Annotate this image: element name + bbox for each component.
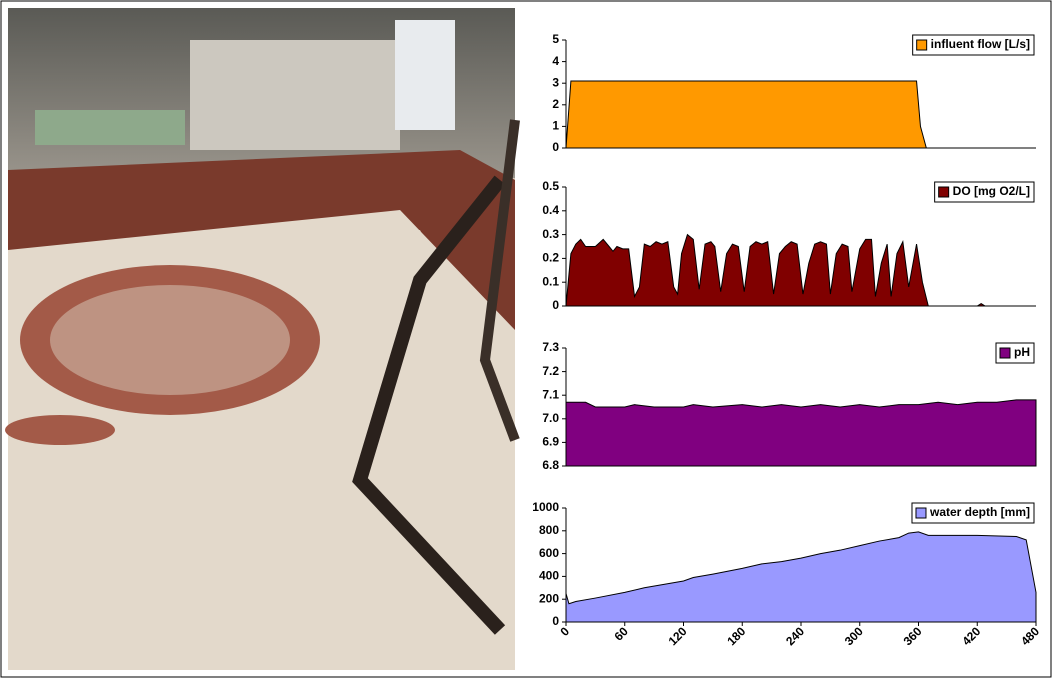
y-tick-label: 800 <box>539 523 559 537</box>
legend-swatch <box>915 507 927 519</box>
y-tick-label: 0 <box>552 614 559 628</box>
legend-box <box>912 34 1035 56</box>
y-tick-label: 5 <box>552 32 559 46</box>
y-tick-label: 6.8 <box>542 458 559 472</box>
y-tick-label: 0 <box>552 298 559 312</box>
y-tick-label: 0.5 <box>542 179 559 193</box>
legend-box <box>911 502 1035 524</box>
y-tick-label: 7.0 <box>542 411 559 425</box>
y-tick-label: 400 <box>539 569 559 583</box>
y-tick-label: 0.4 <box>542 203 559 217</box>
y-tick-label: 7.3 <box>542 340 559 354</box>
area <box>565 80 1036 149</box>
legend-label: water depth [mm] <box>929 505 1030 519</box>
photo <box>5 8 520 670</box>
legend-label: influent flow [L/s] <box>931 37 1030 51</box>
y-tick-label: 7.2 <box>542 364 559 378</box>
y-tick-label: 3 <box>552 75 559 89</box>
y-tick-label: 200 <box>539 591 559 605</box>
legend: influent flow [L/s] <box>912 34 1035 56</box>
area <box>565 531 1037 623</box>
legend-swatch <box>938 186 950 198</box>
y-tick-label: 0.2 <box>542 251 559 265</box>
legend-label: pH <box>1014 345 1030 359</box>
y-tick-label: 2 <box>552 97 559 111</box>
legend: DO [mg O2/L] <box>934 181 1035 203</box>
y-tick-label: 600 <box>539 546 559 560</box>
y-tick-label: 0 <box>552 140 559 154</box>
legend-label: DO [mg O2/L] <box>953 184 1030 198</box>
legend-swatch <box>916 39 928 51</box>
area <box>565 399 1037 467</box>
legend-swatch <box>999 347 1011 359</box>
y-tick-label: 1 <box>552 119 559 133</box>
y-tick-label: 6.9 <box>542 435 559 449</box>
y-tick-label: 4 <box>552 54 559 68</box>
y-tick-label: 0.1 <box>542 274 559 288</box>
legend: water depth [mm] <box>911 502 1035 524</box>
y-tick-label: 7.1 <box>542 387 559 401</box>
area <box>565 233 1036 307</box>
legend-box <box>934 181 1035 203</box>
y-tick-label: 1000 <box>532 500 559 514</box>
legend: pH <box>995 342 1035 364</box>
y-tick-label: 0.3 <box>542 227 559 241</box>
